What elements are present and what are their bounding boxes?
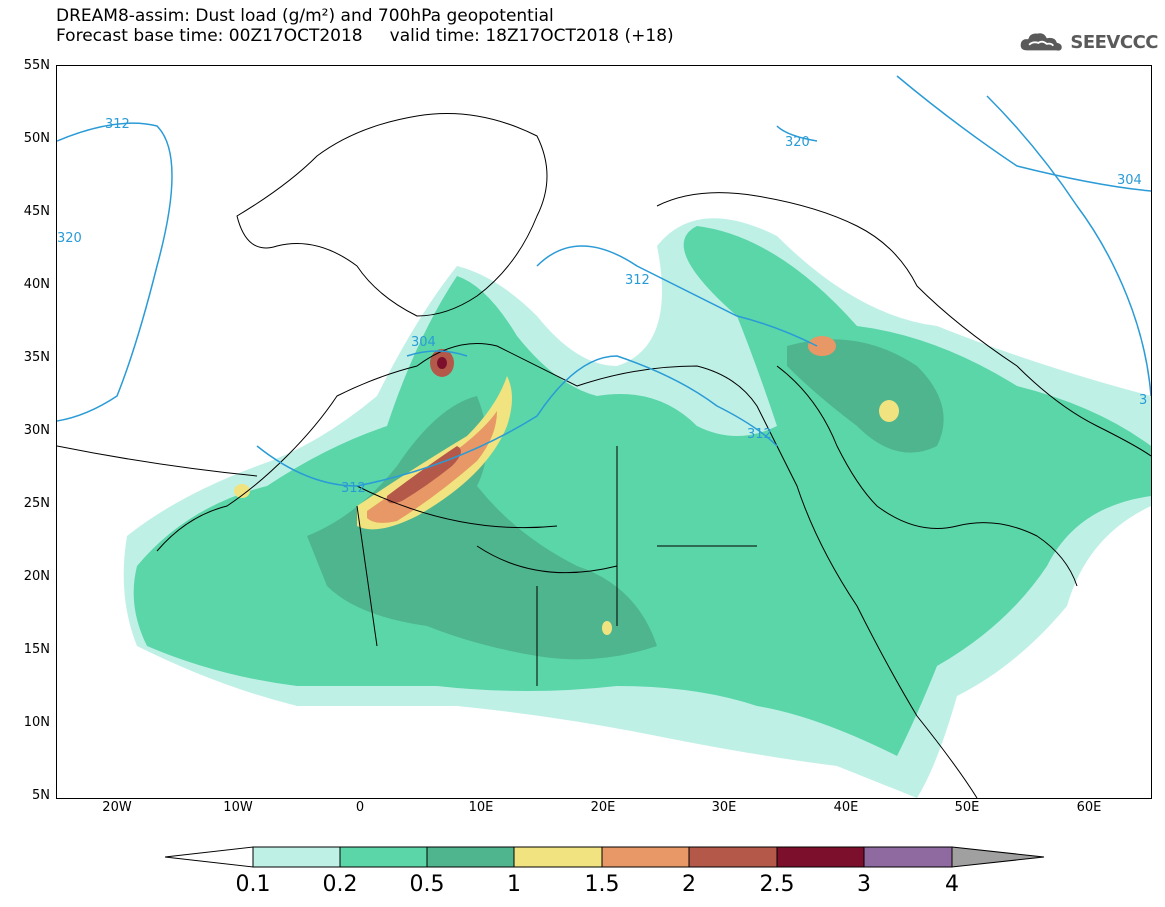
colorbar-swatch-2 bbox=[688, 846, 778, 868]
colorbar-left-arrow bbox=[165, 846, 254, 868]
colorbar-label-4: 4 bbox=[945, 872, 959, 897]
lon-label-50e: 50E bbox=[954, 800, 980, 815]
lon-label-30e: 30E bbox=[711, 800, 737, 815]
lat-label-20n: 20N bbox=[23, 569, 50, 584]
lat-label-15n: 15N bbox=[23, 642, 50, 657]
lon-label-0: 0 bbox=[355, 800, 365, 815]
valid-time: valid time: 18Z17OCT2018 (+18) bbox=[389, 26, 674, 46]
colorbar-label-0-1: 0.1 bbox=[235, 872, 271, 897]
lon-label-10e: 10E bbox=[468, 800, 494, 815]
dust-level-2 bbox=[387, 446, 461, 504]
forecast-base-time: Forecast base time: 00Z17OCT2018 bbox=[56, 26, 363, 46]
contour-label-3-east: 3 bbox=[1139, 393, 1147, 408]
dust-shading bbox=[123, 218, 1151, 798]
contour-label-312-algeria: 312 bbox=[341, 481, 366, 496]
dust-spot-chad bbox=[602, 621, 612, 635]
colorbar-label-1: 1 bbox=[507, 872, 521, 897]
map-title: DREAM8-assim: Dust load (g/m²) and 700hP… bbox=[56, 6, 674, 46]
lon-label-60e: 60E bbox=[1076, 800, 1102, 815]
dust-spot-iraq bbox=[879, 400, 899, 422]
colorbar-swatch-0-5 bbox=[426, 846, 515, 868]
contour-label-304-tunisia: 304 bbox=[411, 335, 436, 350]
map-svg: 312 320 304 320 312 304 312 312 3 bbox=[57, 75, 1151, 798]
dust-spot-syria bbox=[808, 336, 836, 356]
dust-level-0-5 bbox=[307, 396, 657, 660]
lat-label-45n: 45N bbox=[23, 204, 50, 219]
lat-label-5n: 5N bbox=[32, 788, 50, 803]
lon-label-20e: 20E bbox=[590, 800, 616, 815]
contour-label-312-sinai: 312 bbox=[747, 427, 772, 442]
colorbar-right-arrow bbox=[951, 846, 1045, 868]
dust-hotspot-tunisia-core bbox=[437, 357, 447, 369]
dust-spot-mali bbox=[234, 484, 250, 498]
colorbar-swatch-1-5 bbox=[601, 846, 690, 868]
colorbar-label-1-5: 1.5 bbox=[584, 872, 620, 897]
dust-load-map: 312 320 304 320 312 304 312 312 3 bbox=[56, 65, 1152, 799]
lat-label-50n: 50N bbox=[23, 131, 50, 146]
logo-text: SEEVCCC bbox=[1070, 31, 1158, 53]
title-line-2: Forecast base time: 00Z17OCT2018 valid t… bbox=[56, 26, 674, 46]
colorbar-swatch-0-2 bbox=[339, 846, 428, 868]
lon-label-10w: 10W bbox=[223, 800, 253, 815]
coastlines bbox=[57, 113, 1151, 798]
colorbar bbox=[165, 846, 1045, 868]
lat-label-35n: 35N bbox=[23, 350, 50, 365]
lat-label-55n: 55N bbox=[23, 58, 50, 73]
cloud-icon bbox=[1020, 33, 1062, 51]
dust-level-0-5-east bbox=[787, 339, 944, 453]
title-line-1: DREAM8-assim: Dust load (g/m²) and 700hP… bbox=[56, 6, 554, 26]
contour-label-320-west: 320 bbox=[57, 231, 82, 246]
lat-label-30n: 30N bbox=[23, 423, 50, 438]
contour-label-312-greece: 312 bbox=[625, 273, 650, 288]
colorbar-swatch-3 bbox=[863, 846, 953, 868]
colorbar-swatch-1 bbox=[513, 846, 603, 868]
lon-label-40e: 40E bbox=[833, 800, 859, 815]
colorbar-label-2: 2 bbox=[682, 872, 696, 897]
lat-label-40n: 40N bbox=[23, 277, 50, 292]
colorbar-swatch-2-5 bbox=[776, 846, 865, 868]
lon-label-20w: 20W bbox=[102, 800, 132, 815]
lat-label-10n: 10N bbox=[23, 715, 50, 730]
colorbar-label-0-2: 0.2 bbox=[322, 872, 358, 897]
colorbar-label-2-5: 2.5 bbox=[759, 872, 795, 897]
geopotential-contours bbox=[57, 75, 1151, 487]
contour-label-320-east: 320 bbox=[785, 135, 810, 150]
colorbar-label-0-5: 0.5 bbox=[409, 872, 445, 897]
lat-label-25n: 25N bbox=[23, 496, 50, 511]
contour-label-312-west: 312 bbox=[105, 117, 130, 132]
colorbar-label-3: 3 bbox=[857, 872, 871, 897]
contour-label-304-east: 304 bbox=[1117, 173, 1142, 188]
dust-level-0-2 bbox=[133, 226, 1151, 756]
contour-label-group: 312 320 304 320 312 304 312 312 3 bbox=[57, 117, 1147, 496]
seevccc-logo: SEEVCCC bbox=[1018, 28, 1158, 56]
colorbar-swatch-0-1 bbox=[252, 846, 341, 868]
